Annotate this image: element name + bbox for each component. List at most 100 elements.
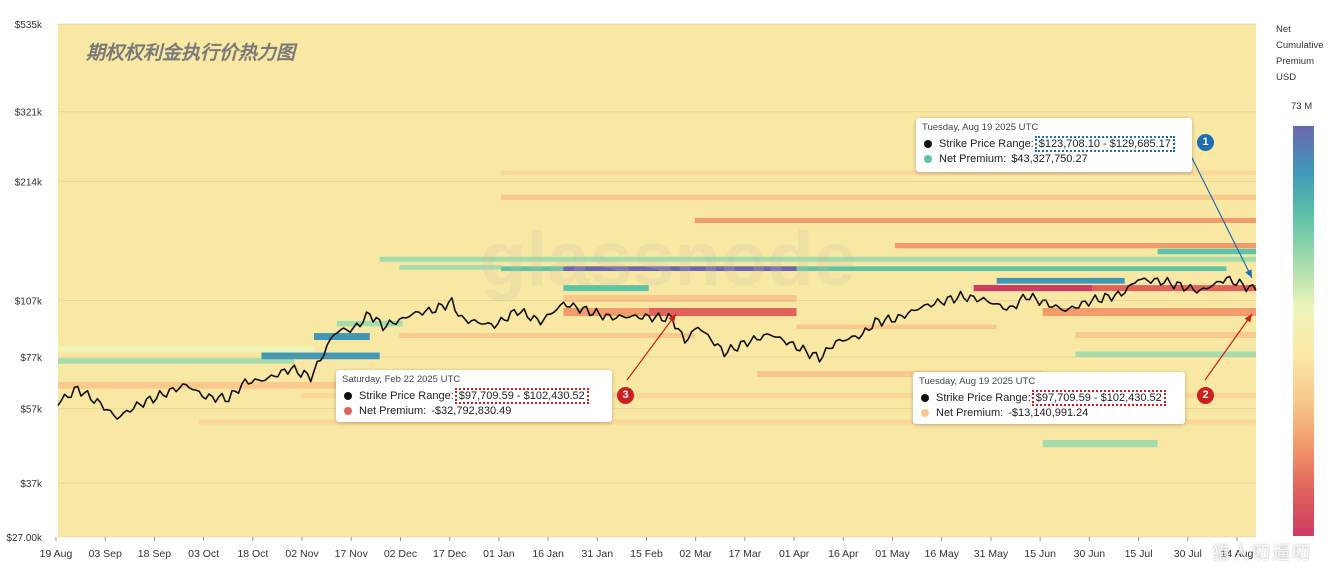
tooltip-2: Tuesday, Aug 19 2025 UTC Strike Price Ra…: [913, 372, 1185, 424]
x-tick-label: 15 Jul: [1125, 548, 1153, 560]
x-tick-label: 31 Jan: [582, 548, 614, 560]
tooltip-range-label: Strike Price Range:: [359, 389, 454, 402]
heat-cell: [563, 285, 649, 292]
premium-dot-icon: [924, 154, 932, 163]
x-tick-label: 18 Oct: [237, 548, 268, 560]
tooltip-range-label: Strike Price Range:: [936, 391, 1031, 404]
colorbar-title-line: Cumulative: [1276, 40, 1324, 51]
heat-cell: [501, 266, 1227, 272]
heat-cell: [796, 324, 997, 330]
tooltip-range-value: $123,708.10 - $129,685.17: [1034, 135, 1175, 152]
tooltip-premium-label: Net Premium:: [936, 406, 1004, 419]
tooltip-date: Tuesday, Aug 19 2025 UTC: [919, 376, 1036, 387]
heat-cell: [648, 308, 797, 317]
x-tick-label: 02 Dec: [384, 548, 417, 560]
x-tick-label: 18 Sep: [138, 548, 171, 560]
heat-cell: [563, 308, 649, 317]
watermark-text: glassnode: [480, 217, 856, 302]
colorbar-title-line: Premium: [1276, 56, 1315, 67]
heat-cell: [1157, 248, 1256, 255]
y-tick-label: $321k: [15, 108, 43, 119]
heat-cell: [1042, 439, 1158, 448]
heat-cell: [379, 256, 1256, 262]
colorbar-title: Net Cumulative Premium USD: [1276, 22, 1324, 86]
x-tick-label: 16 Apr: [828, 548, 859, 560]
heat-cell: [1075, 351, 1256, 357]
x-tick-label: 01 Jan: [483, 548, 515, 560]
heat-cell: [501, 194, 1256, 201]
x-tick-label: 03 Oct: [188, 548, 219, 560]
tooltip-date: Tuesday, Aug 19 2025 UTC: [922, 122, 1039, 133]
heat-cell: [694, 217, 1256, 223]
heat-cell: [300, 392, 1256, 399]
y-tick-label: $27.00k: [6, 533, 43, 544]
tooltip-premium-value: -$13,140,991.24: [1008, 406, 1089, 419]
x-tick-label: 01 Apr: [779, 548, 810, 560]
x-tick-label: 31 May: [974, 548, 1009, 560]
y-tick-label: $57k: [20, 405, 43, 416]
heat-cell: [314, 333, 370, 341]
heat-cell: [58, 382, 364, 389]
arrow-1: [1189, 153, 1253, 279]
corner-watermark: 猎人叨逼叨: [1212, 543, 1312, 563]
premium-dot-icon: [921, 408, 929, 417]
heat-cell: [336, 320, 403, 327]
x-tick-label: 03 Sep: [89, 548, 122, 560]
y-tick-label: $37k: [20, 479, 43, 490]
x-tick-label: 14 Aug: [1221, 548, 1254, 560]
x-tick-label: 17 Mar: [729, 548, 762, 560]
colorbar-max-label: 73 M: [1291, 101, 1313, 112]
arrow-2: [1204, 313, 1253, 381]
x-tick-label: 19 Aug: [40, 548, 73, 560]
x-tick-label: 16 May: [925, 548, 960, 560]
tooltip-range-value: $97,709.59 - $102,430.52: [1031, 389, 1166, 406]
tooltip-3: Saturday, Feb 22 2025 UTC Strike Price R…: [336, 370, 612, 422]
tooltip-date: Saturday, Feb 22 2025 UTC: [342, 374, 461, 385]
heat-cell: [199, 419, 1256, 425]
heat-cell: [996, 277, 1125, 284]
x-tick-label: 30 Jul: [1174, 548, 1202, 560]
x-tick-label: 16 Jan: [532, 548, 564, 560]
heat-cell: [58, 346, 315, 352]
heat-cell: [563, 266, 797, 272]
heat-cell: [1075, 332, 1256, 338]
tooltip-premium-label: Net Premium:: [359, 404, 427, 417]
tooltip-premium-label: Net Premium:: [939, 152, 1007, 165]
heat-cell: [973, 285, 1256, 292]
x-tick-label: 15 Feb: [630, 548, 663, 560]
x-tick-label: 02 Mar: [679, 548, 712, 560]
colorbar-gradient: [1293, 126, 1314, 536]
colorbar-title-line: Net: [1276, 24, 1291, 35]
x-tick-label: 30 Jun: [1074, 548, 1106, 560]
colorbar-title-line: USD: [1276, 72, 1297, 83]
heat-cell: [399, 333, 695, 338]
tooltip-1: Tuesday, Aug 19 2025 UTC Strike Price Ra…: [916, 118, 1192, 172]
y-tick-label: $535k: [15, 20, 43, 31]
heat-cell: [58, 358, 295, 364]
marker-badge-1: 1: [1197, 134, 1214, 151]
arrow-1-head: [1245, 269, 1252, 278]
heat-cell: [757, 370, 1043, 378]
x-tick-label: 17 Nov: [335, 548, 369, 560]
heat-cell: [1042, 308, 1256, 317]
x-tick-label: 17 Dec: [433, 548, 466, 560]
x-tick-label: 01 May: [875, 548, 910, 560]
black-dot-icon: [924, 139, 932, 148]
heat-cell: [563, 294, 797, 303]
heat-cell: [261, 352, 380, 360]
heat-cell: [973, 285, 1092, 292]
x-tick-label: 15 Jun: [1024, 548, 1056, 560]
black-dot-icon: [344, 391, 352, 400]
black-dot-icon: [921, 393, 929, 402]
premium-dot-icon: [344, 406, 352, 415]
arrow-3-head: [668, 314, 676, 323]
marker-badge-3: 3: [617, 387, 634, 404]
x-tick-label: 02 Nov: [285, 548, 319, 560]
heat-cell: [894, 243, 1256, 249]
marker-badge-2: 2: [1197, 387, 1214, 404]
heat-cell: [399, 265, 502, 270]
tooltip-range-label: Strike Price Range:: [939, 137, 1034, 150]
chart-title: 期权权利金执行价热力图: [85, 42, 298, 64]
